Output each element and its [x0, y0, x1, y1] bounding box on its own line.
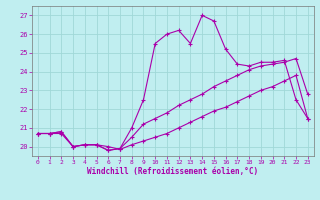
- X-axis label: Windchill (Refroidissement éolien,°C): Windchill (Refroidissement éolien,°C): [87, 167, 258, 176]
